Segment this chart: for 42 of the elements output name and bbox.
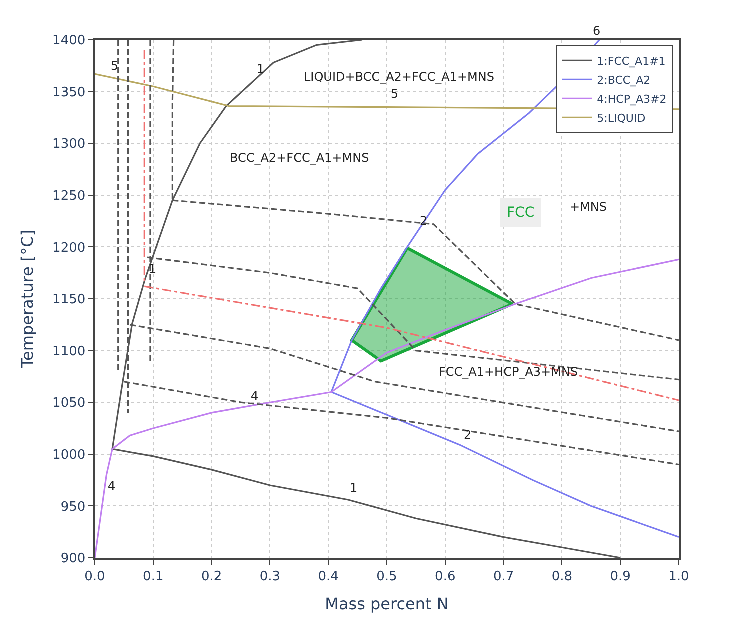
- x-tick-label: 0.6: [435, 569, 456, 584]
- y-tick-label: 1150: [52, 292, 86, 308]
- x-tick-label: 0.2: [201, 569, 222, 584]
- y-tick-label: 900: [60, 552, 86, 567]
- annotation: 1: [350, 481, 358, 495]
- x-tick-label: 0.7: [493, 569, 514, 584]
- annotation: 4: [251, 389, 259, 403]
- y-tick-label: 1250: [52, 188, 86, 204]
- y-axis-title: Temperature [°C]: [18, 230, 37, 370]
- text: 6: [593, 24, 601, 38]
- y-tick-label: 1350: [52, 85, 86, 100]
- y-tick-label: 1400: [52, 34, 86, 49]
- x-tick-label: 1.0: [668, 569, 690, 584]
- annotation: 1: [257, 62, 265, 76]
- x-tick-label: 0.1: [143, 569, 164, 584]
- annotation: BCC_A2+FCC_A1+MNS: [230, 151, 370, 165]
- x-tick-label: 0.8: [552, 569, 573, 584]
- x-tick-label: 0.3: [260, 569, 281, 584]
- y-tick-label: 1200: [52, 240, 86, 256]
- annotation: +MNS: [570, 200, 608, 214]
- x-tick-label: 0.4: [318, 569, 339, 584]
- y-tick-label: 950: [60, 500, 86, 515]
- annotation: 1: [149, 262, 157, 276]
- annotation: 4: [108, 479, 116, 493]
- legend-label: 5:LIQUID: [597, 112, 646, 125]
- y-tick-label: 1050: [52, 396, 86, 412]
- legend-label: 2:BCC_A2: [597, 74, 651, 87]
- y-tick-label: 1300: [52, 137, 86, 152]
- annotation: 2: [464, 428, 472, 442]
- annotation: 5: [111, 59, 119, 73]
- x-tick-label: 0.0: [84, 569, 106, 584]
- annotation: 2: [420, 214, 428, 228]
- x-tick-label: 0.5: [376, 569, 398, 584]
- y-tick-label: 1100: [52, 344, 86, 360]
- annotation: FCC: [507, 205, 535, 221]
- y-tick-label: 1000: [52, 448, 86, 463]
- annotation: 5: [391, 87, 399, 101]
- annotation: LIQUID+BCC_A2+FCC_A1+MNS: [304, 70, 494, 84]
- x-tick-label: 0.9: [610, 569, 631, 584]
- x-axis-title: Mass percent N: [325, 594, 449, 614]
- legend-label: 4:HCP_A3#2: [597, 92, 667, 106]
- legend-label: 1:FCC_A1#1: [597, 54, 666, 68]
